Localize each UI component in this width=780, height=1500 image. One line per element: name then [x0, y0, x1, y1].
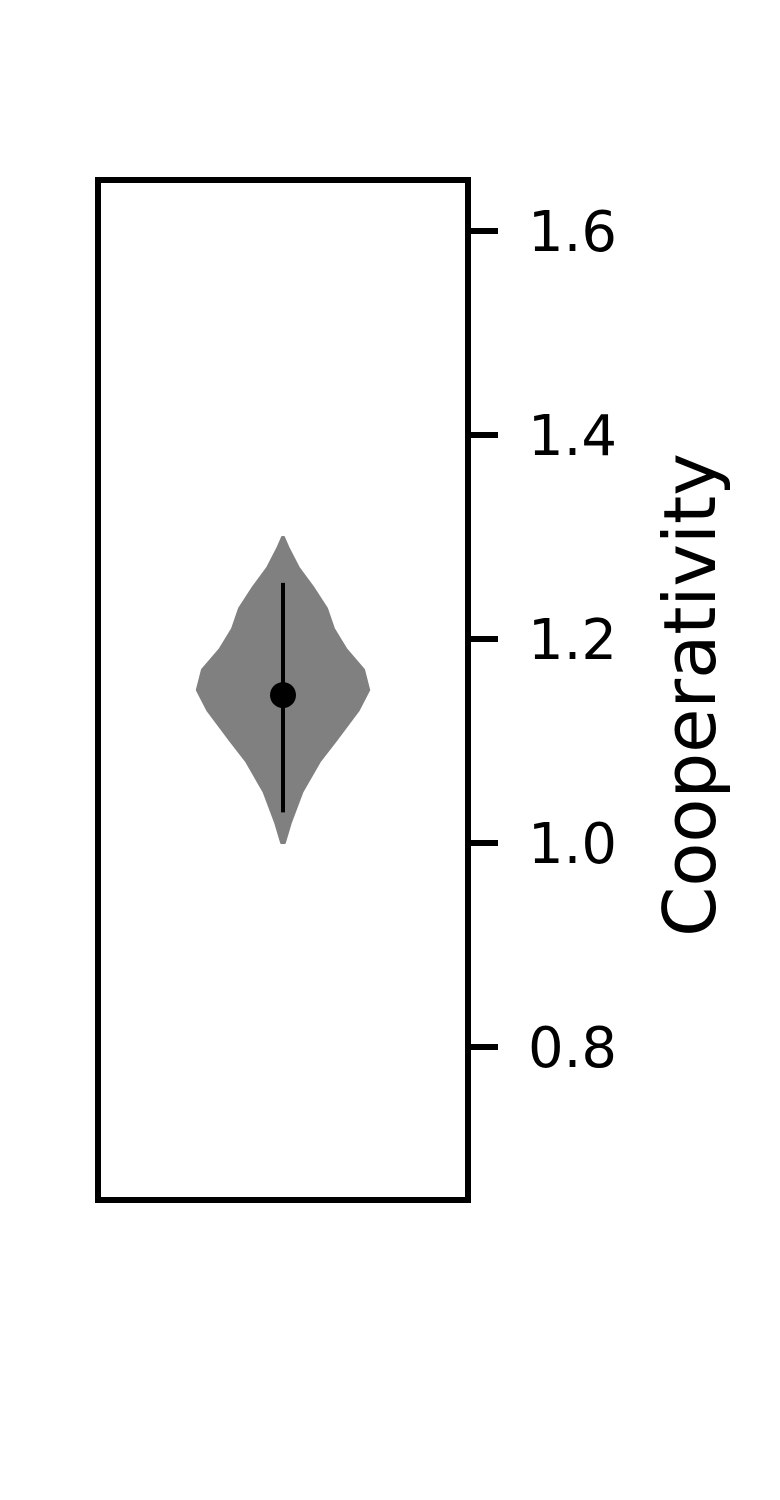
y-tick-label: 1.4	[528, 404, 617, 469]
y-axis-label: Cooperativity	[648, 453, 732, 937]
y-tick-label: 1.6	[528, 200, 617, 265]
violin-group	[195, 536, 371, 844]
violin-center-point	[270, 682, 296, 709]
y-tick-label: 1.0	[528, 812, 617, 877]
y-tick-label: 0.8	[528, 1016, 617, 1081]
y-tick-label: 1.2	[528, 608, 617, 673]
y-axis-ticks: 0.8 1.0 1.2 1.4 1.6	[468, 200, 617, 1081]
